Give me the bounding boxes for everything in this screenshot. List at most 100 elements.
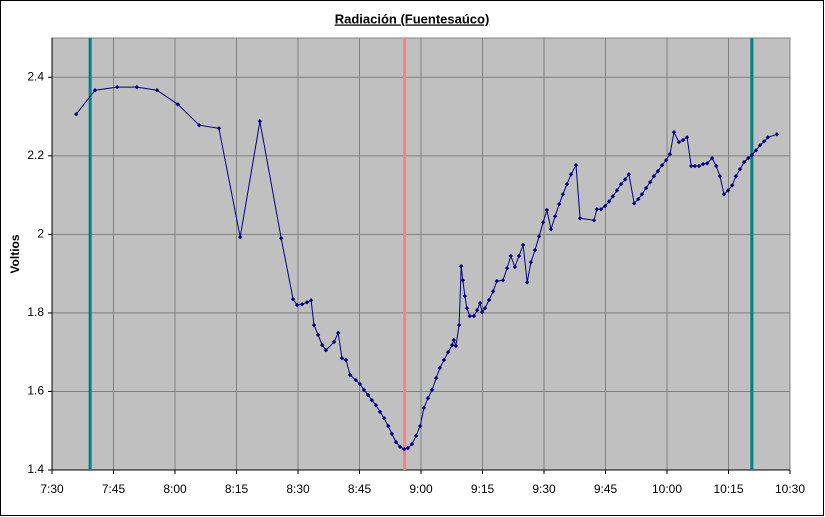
data-point	[725, 188, 731, 193]
data-point	[114, 84, 120, 90]
data-point	[765, 135, 771, 140]
data-point	[524, 280, 530, 285]
x-tick-label: 8:00	[163, 482, 187, 496]
data-point	[556, 201, 562, 207]
data-point	[663, 157, 669, 163]
data-point	[453, 343, 459, 349]
data-point	[540, 219, 546, 225]
x-tick-label: 9:30	[532, 482, 556, 496]
data-point	[357, 381, 363, 387]
data-point	[429, 387, 435, 393]
data-point	[449, 342, 455, 348]
data-point	[425, 395, 431, 401]
data-point	[237, 234, 243, 240]
data-point	[409, 441, 415, 447]
data-point	[154, 88, 160, 93]
data-point	[257, 119, 263, 124]
data-point	[745, 155, 751, 161]
data-point	[299, 302, 305, 307]
data-point	[636, 196, 641, 202]
data-point	[717, 174, 723, 179]
y-axis-label: Voltios	[8, 234, 22, 273]
data-point	[761, 139, 767, 144]
data-point	[464, 305, 470, 311]
data-point	[477, 300, 483, 306]
data-point	[462, 293, 468, 299]
data-point	[632, 201, 637, 206]
data-point	[721, 192, 727, 197]
data-point	[421, 405, 427, 411]
x-tick-label: 8:45	[348, 482, 372, 496]
data-point	[544, 207, 550, 213]
data-point	[577, 216, 583, 221]
x-tick-label: 9:45	[594, 482, 618, 496]
data-point	[709, 155, 715, 161]
data-point	[401, 446, 407, 452]
data-point	[294, 302, 300, 308]
data-point	[134, 84, 140, 90]
data-point	[622, 177, 628, 182]
data-point	[516, 253, 522, 259]
data-point	[377, 409, 383, 415]
data-point	[393, 439, 399, 445]
y-tick-label: 2	[37, 227, 44, 241]
data-point	[552, 214, 558, 219]
data-point	[520, 242, 526, 248]
data-point	[671, 130, 677, 135]
data-point	[659, 163, 665, 168]
data-point	[500, 278, 506, 283]
data-point	[216, 126, 222, 131]
data-point	[714, 163, 719, 169]
data-point	[437, 365, 443, 371]
data-point	[568, 172, 574, 177]
data-point	[676, 139, 682, 145]
data-point	[741, 159, 747, 165]
data-point	[651, 174, 657, 179]
data-point	[655, 168, 661, 174]
data-point	[606, 199, 612, 204]
data-point	[474, 307, 480, 313]
data-point	[456, 322, 462, 328]
data-point	[667, 152, 673, 157]
x-tick-label: 9:00	[409, 482, 433, 496]
data-point	[749, 152, 755, 158]
data-point	[639, 192, 645, 197]
data-point	[704, 161, 710, 166]
data-point	[441, 357, 447, 363]
data-point	[700, 161, 706, 167]
x-tick-label: 8:15	[225, 482, 249, 496]
data-point	[560, 192, 566, 197]
data-point	[680, 137, 686, 143]
data-point	[532, 247, 538, 253]
data-point	[692, 163, 698, 169]
data-point	[479, 309, 485, 315]
data-point	[467, 313, 472, 319]
data-point	[564, 181, 570, 187]
data-point	[737, 166, 743, 172]
data-point	[482, 305, 488, 311]
data-point	[433, 375, 439, 381]
data-point	[528, 260, 534, 265]
data-point	[508, 253, 513, 259]
x-tick-label: 10:30	[775, 482, 805, 496]
x-tick-label: 9:15	[471, 482, 495, 496]
data-point	[445, 349, 451, 355]
data-point	[196, 122, 202, 128]
data-point	[774, 132, 780, 137]
data-point	[591, 218, 597, 223]
data-point	[647, 179, 653, 185]
data-point	[389, 431, 395, 437]
data-point	[618, 181, 624, 187]
x-tick-label: 8:30	[286, 482, 310, 496]
data-point	[626, 172, 632, 177]
data-point	[323, 348, 329, 353]
data-point	[684, 135, 690, 140]
chart-title: Radiación (Fuentesaúco)	[335, 11, 490, 26]
data-point	[353, 377, 359, 383]
data-point	[573, 163, 579, 168]
data-point	[490, 289, 496, 294]
data-point	[343, 357, 349, 363]
y-tick-label: 1.4	[27, 462, 44, 476]
data-point	[451, 337, 456, 343]
